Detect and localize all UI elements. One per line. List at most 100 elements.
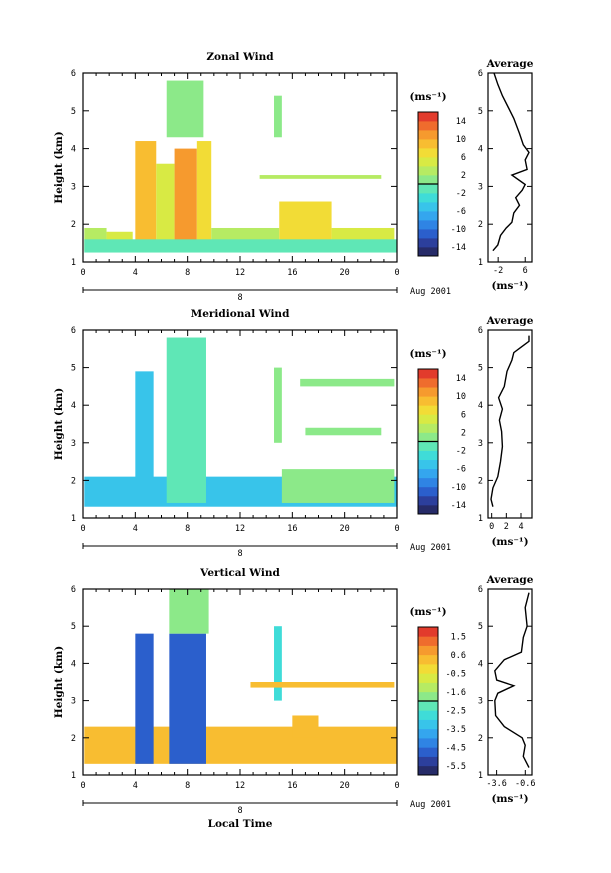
colorbar-swatch [418,166,438,176]
date-label: 8 [237,549,242,559]
y-axis-label: Height (km) [53,646,65,718]
colorbar-tick-label: -5.5 [446,762,466,772]
profile-y-tick-label: 6 [478,585,483,595]
profile-x-tick-label: 0 [489,522,494,532]
y-tick-label: 5 [71,622,76,632]
colorbar-swatch [418,645,438,656]
colorbar-tick-label: -0.5 [446,669,466,679]
data-cell [135,633,154,764]
colorbar-swatch [418,432,438,442]
colorbar-swatch [418,710,438,720]
colorbar-swatch [418,738,438,748]
colorbar-tick-label: 6 [461,153,466,163]
colorbar-swatch [418,486,438,497]
colorbar-swatch [418,130,438,140]
data-cell [169,633,206,764]
data-cell [166,80,204,138]
x-tick-label: 0 [394,781,399,791]
data-cell [156,163,175,244]
colorbar-swatch [418,450,438,461]
y-tick-label: 5 [71,107,76,117]
data-cell [250,682,395,688]
data-cell [259,175,382,179]
colorbar-tick-label: -3.5 [446,725,466,735]
profile-y-tick-label: 6 [478,326,483,336]
colorbar-swatch [418,756,438,767]
colorbar-swatch [418,139,438,149]
colorbar-swatch [418,627,438,637]
data-cell [274,95,282,138]
profile-x-tick-label: -0.6 [515,779,535,789]
colorbar-swatch [418,396,438,406]
data-cell [300,378,395,387]
x-tick-label: 8 [185,268,190,278]
profile-panel-1: Average 1 2 3 4 5 6 -2 6 (ms⁻¹) [478,58,534,292]
profile-line [492,72,530,252]
colorbar-swatch [418,220,438,230]
profile-y-tick-label: 1 [478,258,483,268]
data-cell [84,726,397,764]
colorbar-unit: (ms⁻¹) [409,91,446,103]
profile-x-label: (ms⁻¹) [491,280,528,292]
date-label: 8 [237,293,242,303]
profile-x-tick-label: -3.6 [486,779,506,789]
y-tick-label: 4 [71,145,76,155]
colorbar-swatch [418,112,438,122]
x-tick-label: 20 [340,781,350,791]
data-cell [292,715,319,738]
y-axis-label: Height (km) [53,131,65,203]
x-tick-label: 4 [133,781,138,791]
colorbar-tick-label: 0.6 [451,651,466,661]
colorbar-swatch [418,202,438,212]
colorbar-swatch [418,468,438,479]
month-label: Aug 2001 [410,543,451,553]
profile-y-tick-label: 2 [478,734,483,744]
colorbar-tick-label: 6 [461,410,466,420]
data-cell [196,141,212,244]
y-tick-label: 6 [71,585,76,595]
colorbar-swatch [418,495,438,506]
colorbar-swatch [418,229,438,239]
colorbar-tick-label: -10 [451,225,466,235]
profile-y-tick-label: 5 [478,364,483,374]
x-tick-label: 16 [287,524,297,534]
profile-y-tick-label: 3 [478,439,483,449]
colorbar-swatch [418,504,438,515]
colorbar-swatch [418,636,438,646]
y-tick-label: 1 [71,258,76,268]
colorbar-tick-label: 1.5 [451,632,466,642]
profile-x-label: (ms⁻¹) [491,536,528,548]
profile-line [490,335,530,507]
x-tick-label: 0 [394,524,399,534]
x-tick-label: 12 [235,268,245,278]
colorbar-swatch [418,691,438,702]
colorbar-tick-label: -2 [456,189,466,199]
chart-title: Meridional Wind [191,308,290,320]
profile-y-tick-label: 5 [478,622,483,632]
profile-frame [487,329,533,519]
colorbar-unit: (ms⁻¹) [409,606,446,618]
colorbar-tick-label: -2 [456,447,466,457]
profile-y-tick-label: 5 [478,107,483,117]
colorbar-tick-label: -1.6 [446,688,466,698]
colorbar-swatch [418,654,438,665]
profile-y-tick-label: 2 [478,476,483,486]
data-cell [274,367,282,443]
colorbar-swatch [418,247,438,257]
x-tick-label: 8 [185,781,190,791]
x-tick-label: 0 [80,524,85,534]
colorbar-swatch [418,387,438,397]
colorbar-tick-label: 10 [456,135,466,145]
colorbar-tick-label: -6 [456,465,466,475]
data-cell [274,626,282,701]
data-cell [84,239,397,253]
x-tick-label: 4 [133,524,138,534]
y-tick-label: 2 [71,476,76,486]
colorbar-swatch [418,369,438,379]
date-label: 8 [237,806,242,816]
colorbar-swatch [418,414,438,424]
y-tick-label: 2 [71,734,76,744]
colorbar-swatch [418,378,438,388]
